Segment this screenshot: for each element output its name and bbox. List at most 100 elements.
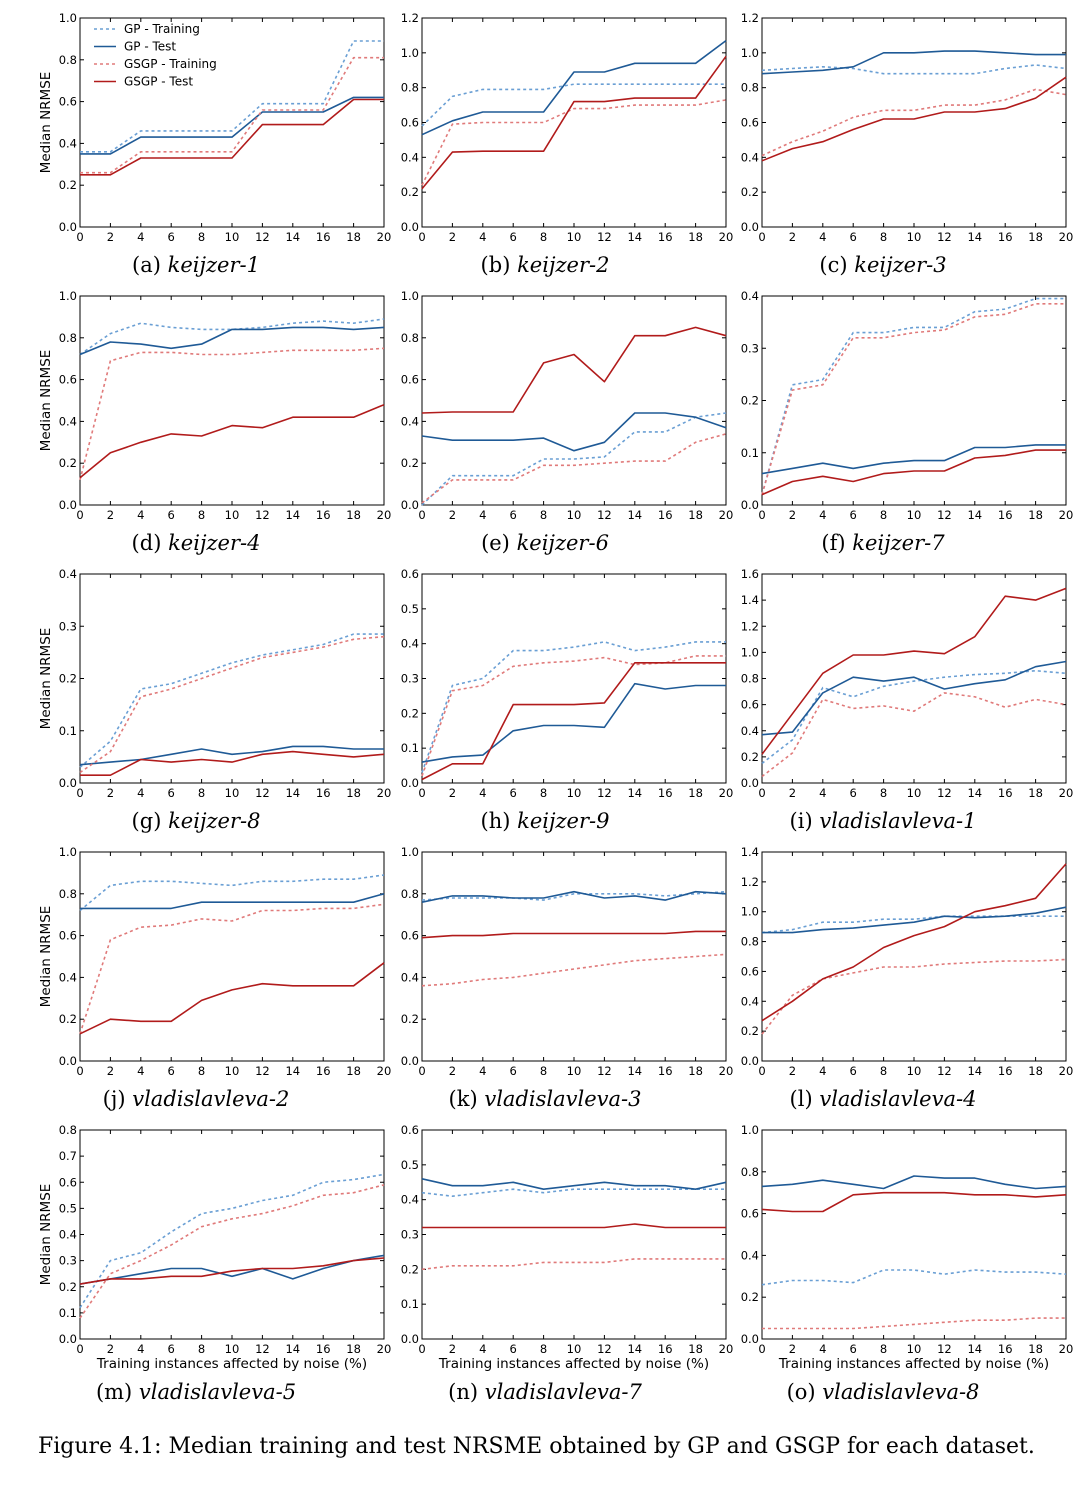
x-tick-label: 14 — [967, 508, 982, 522]
x-tick-label: 18 — [1028, 1342, 1043, 1356]
x-tick-label: 10 — [567, 230, 582, 244]
x-tick-label: 0 — [418, 1064, 425, 1078]
y-tick-label: 0.0 — [59, 220, 77, 234]
subcaption-label: (f) — [821, 531, 853, 555]
subcaption-label: (j) — [102, 1087, 133, 1111]
y-tick-label: 0.8 — [741, 935, 759, 949]
chart-keijzer-3: 0.0 0.2 0.4 0.6 0.8 1.0 1.2 0 2 4 6 8 10 12 14 16 18 20 — [741, 11, 1074, 244]
subcaption-dataset: keijzer-6 — [516, 531, 609, 555]
series-line-gp-training — [761, 297, 1066, 495]
x-tick-label: 6 — [850, 508, 857, 522]
y-tick-label: 1.6 — [741, 567, 759, 581]
y-tick-label: 0.8 — [59, 1123, 77, 1137]
x-tick-label: 2 — [107, 230, 114, 244]
x-tick-label: 4 — [137, 1064, 144, 1078]
subcaption-dataset: keijzer-3 — [854, 253, 947, 277]
x-tick-label: 10 — [567, 1064, 582, 1078]
plot-frame — [761, 295, 1067, 506]
y-tick-label: 0.0 — [741, 220, 759, 234]
x-tick-label: 6 — [168, 786, 175, 800]
y-tick-label: 0.6 — [741, 964, 759, 978]
subcaption-vladislavleva-8: (o) vladislavleva-8 — [787, 1380, 980, 1404]
x-axis-label: Training instances affected by noise (%) — [778, 1356, 1049, 1372]
plot-frame — [421, 573, 727, 784]
x-tick-label: 16 — [658, 1064, 673, 1078]
series-line-gp-test — [421, 412, 727, 452]
x-tick-label: 16 — [998, 786, 1013, 800]
x-tick-label: 4 — [819, 230, 826, 244]
x-tick-label: 8 — [880, 230, 887, 244]
series-line-gsgp-training — [761, 302, 1066, 495]
subcaption-keijzer-6: (e) keijzer-6 — [481, 531, 609, 555]
x-tick-label: 8 — [198, 230, 205, 244]
y-tick-label: 0.6 — [401, 567, 419, 581]
x-tick-label: 12 — [937, 508, 952, 522]
series-line-gsgp-training — [421, 99, 727, 186]
y-tick-label: 0.0 — [59, 776, 77, 790]
subcaption-label: (g) — [131, 809, 169, 833]
y-tick-label: 0.2 — [59, 456, 77, 470]
x-tick-label: 16 — [998, 1342, 1013, 1356]
x-tick-label: 2 — [449, 1064, 456, 1078]
y-tick-label: 0.2 — [741, 750, 759, 764]
x-tick-label: 16 — [316, 508, 331, 522]
y-tick-label: 0.6 — [401, 929, 419, 943]
x-tick-label: 0 — [418, 230, 425, 244]
plot-frame — [761, 1129, 1067, 1340]
x-tick-label: 14 — [285, 1064, 300, 1078]
x-tick-label: 4 — [137, 1342, 144, 1356]
y-tick-label: 1.2 — [741, 11, 759, 25]
series-line-gsgp-test — [422, 1223, 726, 1229]
chart-vladislavleva-2: 0.0 0.2 0.4 0.6 0.8 1.0 0 2 4 6 8 10 12 14 16 18 20 Media… — [38, 845, 391, 1078]
x-tick-label: 20 — [719, 1342, 734, 1356]
x-tick-label: 6 — [510, 508, 517, 522]
x-tick-label: 10 — [225, 1064, 240, 1078]
x-tick-label: 10 — [225, 230, 240, 244]
subcaption-keijzer-3: (c) keijzer-3 — [819, 253, 946, 277]
y-tick-label: 1.0 — [741, 1123, 759, 1137]
x-tick-label: 20 — [1059, 230, 1074, 244]
y-tick-label: 0.0 — [401, 776, 419, 790]
chart-keijzer-4: 0.0 0.2 0.4 0.6 0.8 1.0 0 2 4 6 8 10 12 14 16 18 20 Media… — [38, 289, 391, 522]
series-line-gsgp-test — [761, 449, 1066, 496]
plot-frame — [79, 295, 385, 506]
y-tick-label: 0.0 — [741, 1332, 759, 1346]
x-tick-label: 8 — [540, 230, 547, 244]
series-line-gsgp-test — [761, 863, 1067, 1022]
series-line-gp-training — [761, 915, 1066, 934]
x-tick-label: 16 — [316, 1342, 331, 1356]
series-line-gsgp-test — [761, 587, 1067, 755]
subcaption-vladislavleva-2: (j) vladislavleva-2 — [103, 1087, 290, 1111]
x-tick-label: 2 — [789, 230, 796, 244]
x-tick-label: 20 — [377, 508, 392, 522]
plot-frame — [421, 851, 727, 1062]
series-line-gp-test — [421, 39, 727, 136]
subcaption-dataset: keijzer-7 — [852, 531, 945, 555]
y-tick-label: 1.2 — [741, 875, 759, 889]
x-tick-label: 12 — [255, 786, 270, 800]
x-tick-label: 12 — [937, 1342, 952, 1356]
x-tick-label: 12 — [255, 1064, 270, 1078]
y-tick-label: 0.5 — [401, 1158, 419, 1172]
series-line-gp-test — [761, 444, 1066, 475]
y-tick-label: 0.3 — [401, 672, 419, 686]
chart-vladislavleva-8: 0.0 0.2 0.4 0.6 0.8 1.0 0 2 4 6 8 10 12 14 16 18 20 Train… — [741, 1123, 1074, 1372]
x-tick-label: 2 — [789, 1342, 796, 1356]
series-line-gsgp-training — [761, 88, 1067, 157]
subcaption-label: (d) — [131, 531, 169, 555]
y-tick-label: 0.4 — [741, 724, 759, 738]
y-tick-label: 0.6 — [401, 1123, 419, 1137]
figure-caption: Figure 4.1: Median training and test NRS… — [38, 1434, 1035, 1459]
x-tick-label: 20 — [1059, 1064, 1074, 1078]
x-tick-label: 16 — [658, 230, 673, 244]
y-tick-label: 1.2 — [401, 11, 419, 25]
x-tick-label: 12 — [937, 1064, 952, 1078]
y-tick-label: 0.8 — [401, 887, 419, 901]
y-axis-label: Median NRMSE — [38, 1184, 54, 1286]
x-tick-label: 8 — [880, 786, 887, 800]
plot-frame — [79, 1129, 385, 1340]
series-line-gsgp-test — [761, 1191, 1067, 1213]
x-tick-label: 0 — [76, 1064, 83, 1078]
x-tick-label: 6 — [168, 508, 175, 522]
subcaption-keijzer-7: (f) keijzer-7 — [821, 531, 944, 555]
